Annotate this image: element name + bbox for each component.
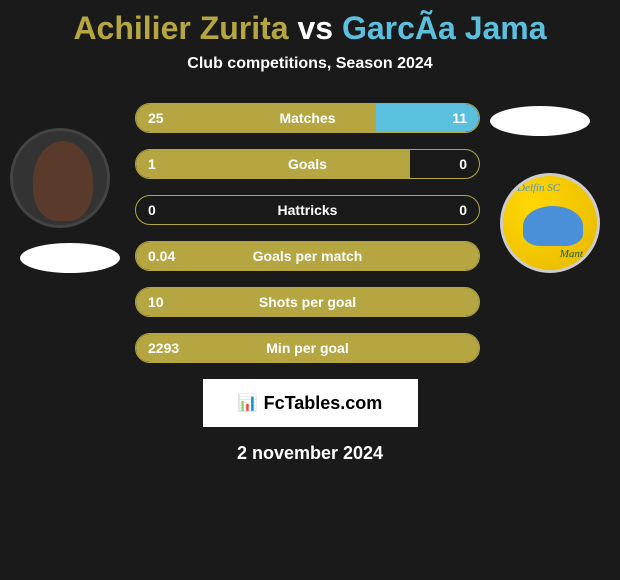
stat-bar: 2293 Min per goal — [135, 333, 480, 363]
bar-value-left: 25 — [148, 110, 164, 126]
bar-value-right: 11 — [452, 110, 467, 126]
stat-bar: 25 Matches 11 — [135, 103, 480, 133]
bar-value-left: 10 — [148, 294, 164, 310]
bar-value-left: 0 — [148, 202, 156, 218]
chart-icon: 📊 — [238, 393, 258, 413]
stat-bar: 1 Goals 0 — [135, 149, 480, 179]
stats-bars: 25Matches111Goals00Hattricks00.04Goals p… — [135, 103, 480, 363]
badge-text-top: Delfín SC — [517, 182, 560, 194]
logo-text: FcTables.com — [264, 393, 383, 414]
bar-label: Goals per match — [253, 248, 363, 264]
bar-value-left: 2293 — [148, 340, 179, 356]
bar-value-left: 0.04 — [148, 248, 175, 264]
vs-text: vs — [297, 10, 333, 46]
bar-value-left: 1 — [148, 156, 156, 172]
player2-flag — [490, 106, 590, 136]
player1-flag — [20, 243, 120, 273]
player1-name: Achilier Zurita — [73, 10, 288, 46]
stat-bar: 0.04 Goals per match — [135, 241, 480, 271]
bar-value-right: 0 — [459, 156, 467, 172]
bar-fill-left — [136, 150, 410, 178]
bar-label: Matches — [279, 110, 335, 126]
player2-club-badge: Delfín SC Mant — [500, 173, 600, 273]
player2-name: GarcÃ­a Jama — [342, 10, 547, 46]
bar-fill-left — [136, 104, 376, 132]
badge-text-bottom: Mant — [560, 248, 583, 260]
date-text: 2 november 2024 — [0, 443, 620, 464]
stat-bar: 10 Shots per goal — [135, 287, 480, 317]
comparison-title: Achilier Zurita vs GarcÃ­a Jama — [0, 0, 620, 47]
site-logo: 📊 FcTables.com — [203, 379, 418, 427]
subtitle: Club competitions, Season 2024 — [0, 55, 620, 73]
bar-label: Min per goal — [266, 340, 348, 356]
bar-label: Shots per goal — [259, 294, 356, 310]
player1-avatar — [10, 128, 110, 228]
bar-label: Goals — [288, 156, 327, 172]
comparison-content: Delfín SC Mant 25Matches111Goals00Hattri… — [0, 103, 620, 363]
bar-value-right: 0 — [459, 202, 467, 218]
stat-bar: 0 Hattricks 0 — [135, 195, 480, 225]
bar-label: Hattricks — [278, 202, 338, 218]
